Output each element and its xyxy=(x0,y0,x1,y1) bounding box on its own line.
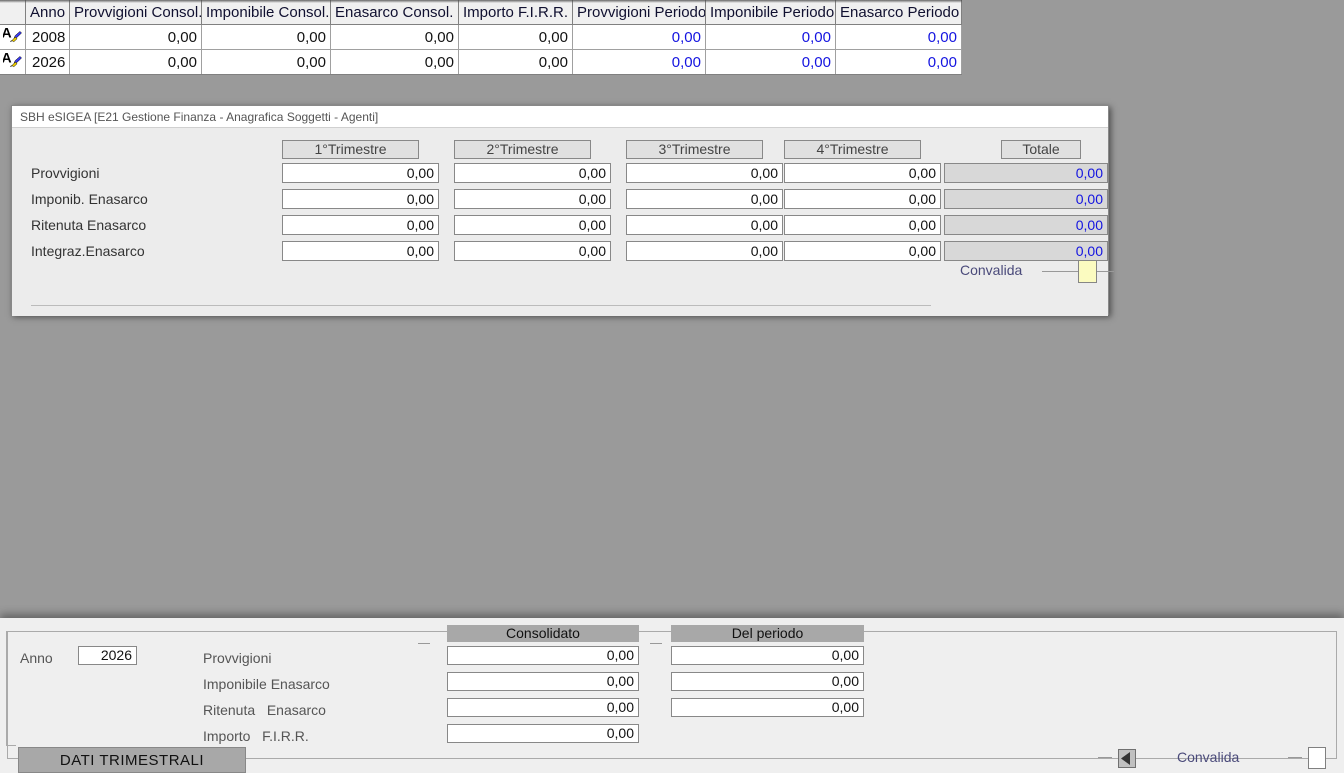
svg-text:A: A xyxy=(3,50,12,66)
svg-text:A: A xyxy=(3,25,12,41)
